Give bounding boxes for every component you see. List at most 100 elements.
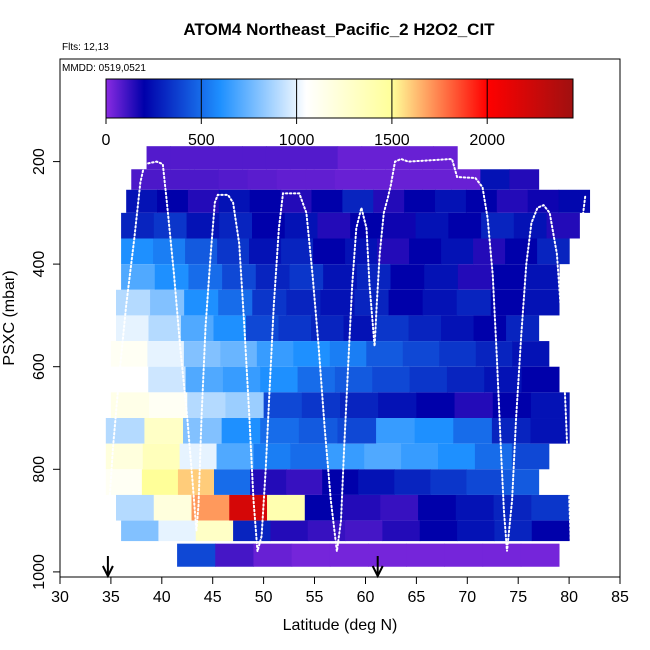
heat-cell <box>512 341 550 367</box>
heat-cell <box>531 520 570 542</box>
heat-cell <box>453 418 493 444</box>
heat-cell <box>404 189 436 213</box>
x-tick-label: 55 <box>306 589 324 606</box>
heat-cell <box>342 494 381 521</box>
heat-cell <box>150 289 185 316</box>
heat-cell <box>214 469 251 495</box>
heat-cell <box>446 366 485 393</box>
heat-cell <box>441 315 475 342</box>
heat-cell <box>444 543 484 567</box>
heat-cell <box>329 543 369 567</box>
marker-arrow-head <box>371 565 384 579</box>
y-tick-label: 200 <box>31 148 48 175</box>
heat-cell <box>289 264 324 290</box>
heat-cell <box>401 443 439 470</box>
heat-cell <box>424 264 459 290</box>
heat-cell <box>284 212 319 239</box>
heat-cell <box>448 212 482 239</box>
heat-cell <box>433 146 458 170</box>
heat-cell <box>491 264 526 290</box>
heat-cell <box>531 494 570 521</box>
heat-cell <box>334 366 373 393</box>
heat-cell <box>160 169 191 190</box>
heat-cell <box>177 469 215 495</box>
heat-cell <box>253 443 291 470</box>
x-tick-label: 65 <box>408 589 426 606</box>
heat-cell <box>195 520 234 542</box>
heat-cell <box>496 189 529 213</box>
heat-cell <box>524 289 560 316</box>
x-tick-label: 30 <box>51 589 69 606</box>
y-tick-label: 400 <box>31 251 48 278</box>
heat-cell <box>337 146 363 170</box>
heat-cell <box>170 146 195 170</box>
heat-cell <box>278 315 312 342</box>
heat-cell <box>260 418 300 444</box>
heat-cell <box>250 469 287 495</box>
heat-cell <box>222 366 261 393</box>
heatmap-cells <box>105 146 591 567</box>
x-axis-label: Latitude (deg N) <box>283 617 398 634</box>
heat-cell <box>465 189 498 213</box>
heat-cell <box>186 212 220 239</box>
y-tick-label: 800 <box>31 456 48 483</box>
heat-cell <box>131 169 161 190</box>
heat-cell <box>482 543 522 567</box>
heat-cell <box>558 189 591 213</box>
heat-cell <box>146 146 172 170</box>
heat-cell <box>249 189 282 213</box>
colorbar-gradient <box>105 78 574 119</box>
marker-arrow-head <box>102 565 114 579</box>
heat-cell <box>267 494 306 521</box>
heat-cell <box>409 238 442 265</box>
heat-cell <box>502 469 540 495</box>
heat-cell <box>376 418 416 444</box>
x-tick-label: 35 <box>102 589 120 606</box>
heat-cell <box>141 469 179 495</box>
heat-cell <box>121 264 156 290</box>
heat-cell <box>438 443 476 470</box>
heat-cell <box>364 169 394 190</box>
heat-cell <box>121 212 155 239</box>
heat-cell <box>385 146 410 170</box>
heat-cell <box>247 169 278 190</box>
plot-frame <box>59 58 621 578</box>
heat-cell <box>345 238 378 265</box>
heat-cell <box>181 315 215 342</box>
heat-cell <box>220 341 258 367</box>
heat-cell <box>490 289 526 316</box>
heat-cell <box>229 494 268 521</box>
heat-cell <box>494 520 533 542</box>
heat-cell <box>246 315 280 342</box>
heat-cell <box>345 520 384 542</box>
heat-cell <box>253 543 293 567</box>
heat-cell <box>473 315 507 342</box>
chart-title: ATOM4 Northeast_Pacific_2 H2O2_CIT <box>183 20 495 39</box>
heat-cell <box>147 341 185 367</box>
heat-cell <box>435 189 467 213</box>
flight-track <box>107 157 587 552</box>
heat-cell <box>222 264 257 290</box>
heat-cell <box>148 315 182 342</box>
heat-cell <box>270 520 309 542</box>
heat-cell <box>382 212 417 239</box>
heat-cell <box>286 469 323 495</box>
heat-cell <box>415 212 449 239</box>
heat-cell <box>451 169 481 190</box>
heat-cell <box>276 169 307 190</box>
heat-cell <box>491 418 532 444</box>
colorbar-tick-label: 0 <box>102 132 111 149</box>
latitude-markers <box>102 556 384 579</box>
heat-cell <box>154 264 190 290</box>
colorbar-tick-label: 1500 <box>374 132 410 149</box>
heat-cell <box>334 169 365 190</box>
heat-cell <box>481 212 515 239</box>
heat-cell <box>373 189 405 213</box>
heat-cell <box>218 289 253 316</box>
heat-cell <box>358 469 395 495</box>
heat-cell <box>439 341 477 367</box>
y-tick-label: 600 <box>31 353 48 380</box>
x-tick-label: 85 <box>611 589 629 606</box>
heat-cell <box>372 366 411 393</box>
